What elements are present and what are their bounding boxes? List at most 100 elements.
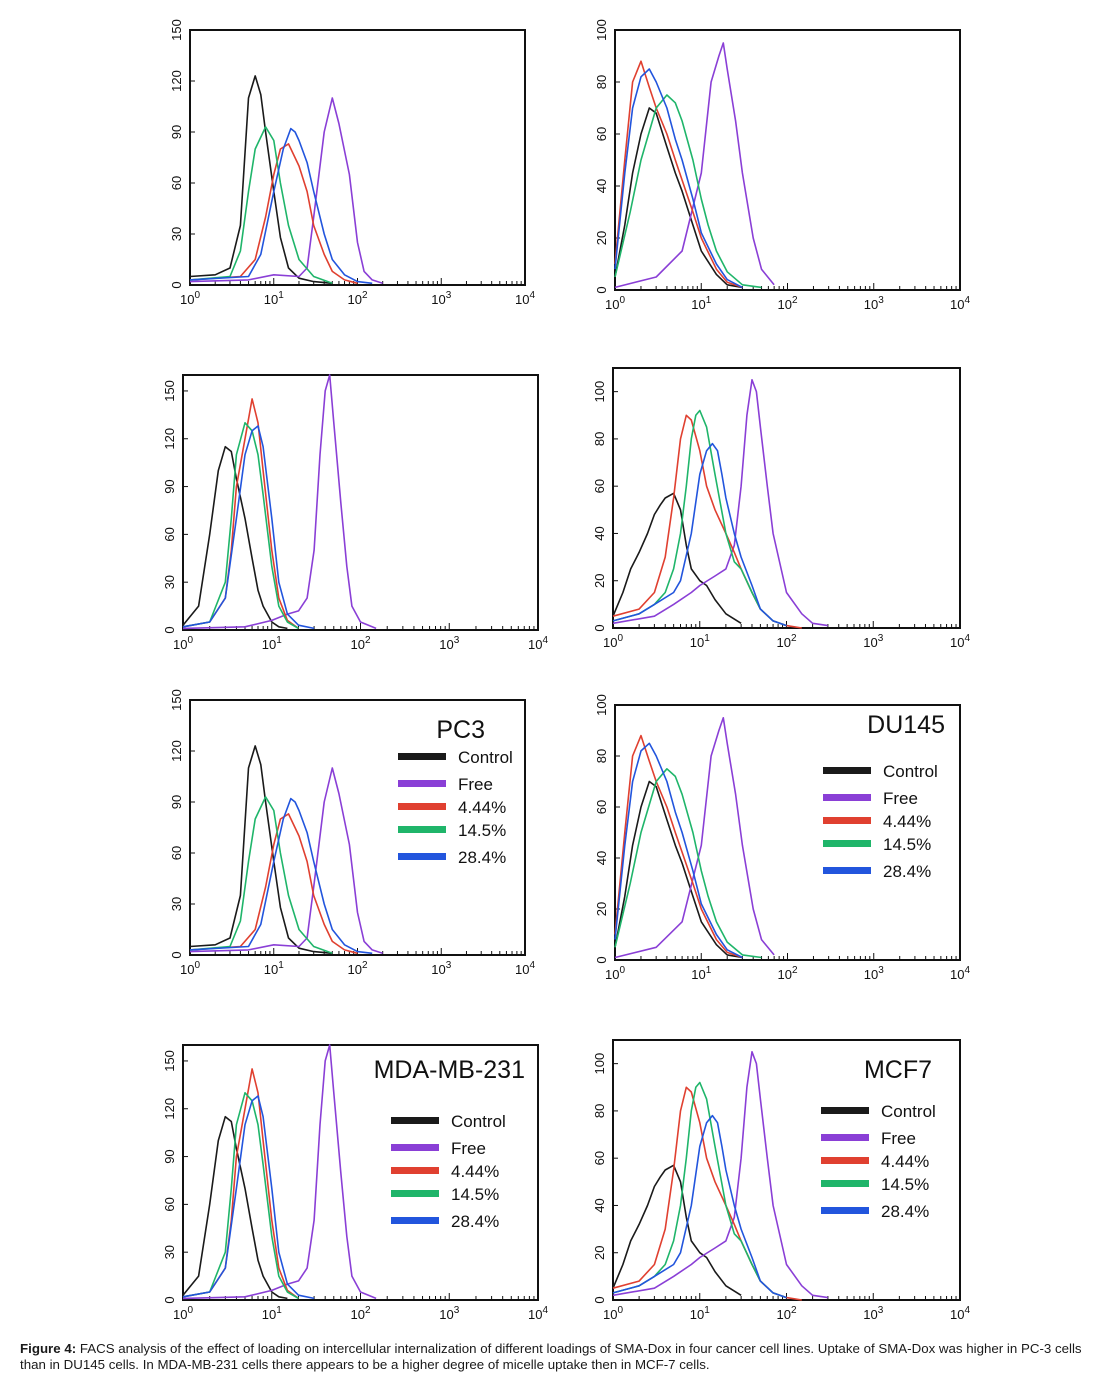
series-line-control <box>614 780 743 959</box>
y-tick-label: 20 <box>594 902 609 916</box>
legend-label: 28.4% <box>451 1212 499 1231</box>
series-line-28-4pct <box>614 68 743 289</box>
series-line-control <box>182 445 288 630</box>
series-line-14-5pct <box>612 409 787 627</box>
y-tick-label: 90 <box>169 125 184 139</box>
plot-frame <box>614 704 961 961</box>
legend-swatch <box>821 1134 869 1141</box>
legend-swatch <box>823 867 871 874</box>
legend-label: 14.5% <box>881 1175 929 1194</box>
series-line-free <box>612 1051 829 1299</box>
x-tick-label: 104 <box>950 633 970 650</box>
x-tick-label: 100 <box>180 960 200 977</box>
legend-label: Free <box>883 789 918 808</box>
y-tick-label: 0 <box>592 624 607 631</box>
series-line-4-44pct <box>614 734 743 959</box>
series-line-14-5pct <box>614 768 762 959</box>
facs-panel-4: 100 101 102 103 104 0 20 40 60 80 100 <box>592 367 970 650</box>
legend-label: 14.5% <box>883 835 931 854</box>
series-line-4-44pct <box>189 143 358 285</box>
y-tick-label: 20 <box>592 1245 607 1259</box>
legend-label: Control <box>451 1112 506 1131</box>
y-tick-label: 90 <box>162 1149 177 1163</box>
legend-label: 4.44% <box>458 798 506 817</box>
series-line-free <box>182 374 377 630</box>
legend-label: Free <box>881 1129 916 1148</box>
series-line-free <box>614 42 775 289</box>
legend-swatch <box>398 853 446 860</box>
legend-label: 28.4% <box>883 862 931 881</box>
series-line-14-5pct <box>614 94 762 289</box>
x-tick-label: 101 <box>262 635 282 652</box>
plot-frame <box>612 367 961 629</box>
cell-line-label: MDA-MB-231 <box>374 1056 525 1084</box>
x-tick-label: 104 <box>528 635 548 652</box>
facs-panel-5: 100 101 102 103 104 0 30 60 90 120 150 PC3 Control Fr… <box>169 689 535 977</box>
y-tick-label: 60 <box>592 1151 607 1165</box>
y-tick-label: 60 <box>594 800 609 814</box>
legend-label: Control <box>458 748 513 767</box>
x-tick-label: 101 <box>690 633 710 650</box>
legend-swatch <box>398 803 446 810</box>
x-tick-label: 104 <box>528 1305 548 1322</box>
cell-line-label: PC3 <box>436 716 485 744</box>
y-tick-label: 150 <box>169 19 184 41</box>
x-tick-label: 102 <box>777 965 797 982</box>
series-line-control <box>182 1115 288 1300</box>
y-tick-label: 40 <box>592 1198 607 1212</box>
legend-label: 28.4% <box>458 848 506 867</box>
y-tick-label: 120 <box>169 70 184 92</box>
x-tick-label: 102 <box>350 635 370 652</box>
series-line-14-5pct <box>612 1081 787 1299</box>
legend-label: 28.4% <box>881 1202 929 1221</box>
legend-label: Free <box>458 775 493 794</box>
y-tick-label: 120 <box>169 740 184 762</box>
y-tick-label: 0 <box>169 281 184 288</box>
legend-swatch <box>398 826 446 833</box>
legend-swatch <box>391 1167 439 1174</box>
series-line-28-4pct <box>614 742 743 959</box>
series-line-free <box>614 717 775 959</box>
legend-swatch <box>823 767 871 774</box>
y-tick-label: 0 <box>169 951 184 958</box>
x-tick-label: 102 <box>776 1305 796 1322</box>
y-tick-label: 80 <box>594 749 609 763</box>
x-tick-label: 103 <box>864 295 884 312</box>
y-tick-label: 40 <box>594 851 609 865</box>
y-tick-label: 20 <box>592 573 607 587</box>
facs-panel-3: 100 101 102 103 104 0 30 60 90 120 150 <box>162 374 548 652</box>
y-tick-label: 60 <box>162 1197 177 1211</box>
plot-frame <box>614 29 961 291</box>
cell-line-label: DU145 <box>867 711 945 739</box>
x-tick-label: 104 <box>515 290 535 307</box>
series-line-free <box>182 1044 377 1300</box>
legend-swatch <box>821 1207 869 1214</box>
y-tick-label: 100 <box>592 381 607 403</box>
legend-swatch <box>391 1190 439 1197</box>
y-tick-label: 150 <box>162 1050 177 1072</box>
y-tick-label: 60 <box>169 846 184 860</box>
x-tick-label: 101 <box>690 1305 710 1322</box>
legend-swatch <box>398 753 446 760</box>
series-line-4-44pct <box>614 60 743 289</box>
legend-label: Control <box>881 1102 936 1121</box>
x-tick-label: 104 <box>950 295 970 312</box>
series-line-4-44pct <box>189 813 358 955</box>
y-tick-label: 60 <box>169 176 184 190</box>
legend-swatch <box>398 780 446 787</box>
x-tick-label: 100 <box>605 965 625 982</box>
y-tick-label: 150 <box>162 380 177 402</box>
legend-label: 4.44% <box>451 1162 499 1181</box>
y-tick-label: 30 <box>169 227 184 241</box>
y-tick-label: 30 <box>162 1245 177 1259</box>
x-tick-label: 102 <box>350 1305 370 1322</box>
legend-label: 4.44% <box>883 812 931 831</box>
x-tick-label: 101 <box>264 290 284 307</box>
legend-swatch <box>821 1107 869 1114</box>
x-tick-label: 102 <box>347 290 367 307</box>
plot-frame <box>612 1039 961 1301</box>
series-line-28-4pct <box>612 442 787 627</box>
y-tick-label: 40 <box>592 526 607 540</box>
x-tick-label: 103 <box>439 1305 459 1322</box>
y-tick-label: 80 <box>592 432 607 446</box>
